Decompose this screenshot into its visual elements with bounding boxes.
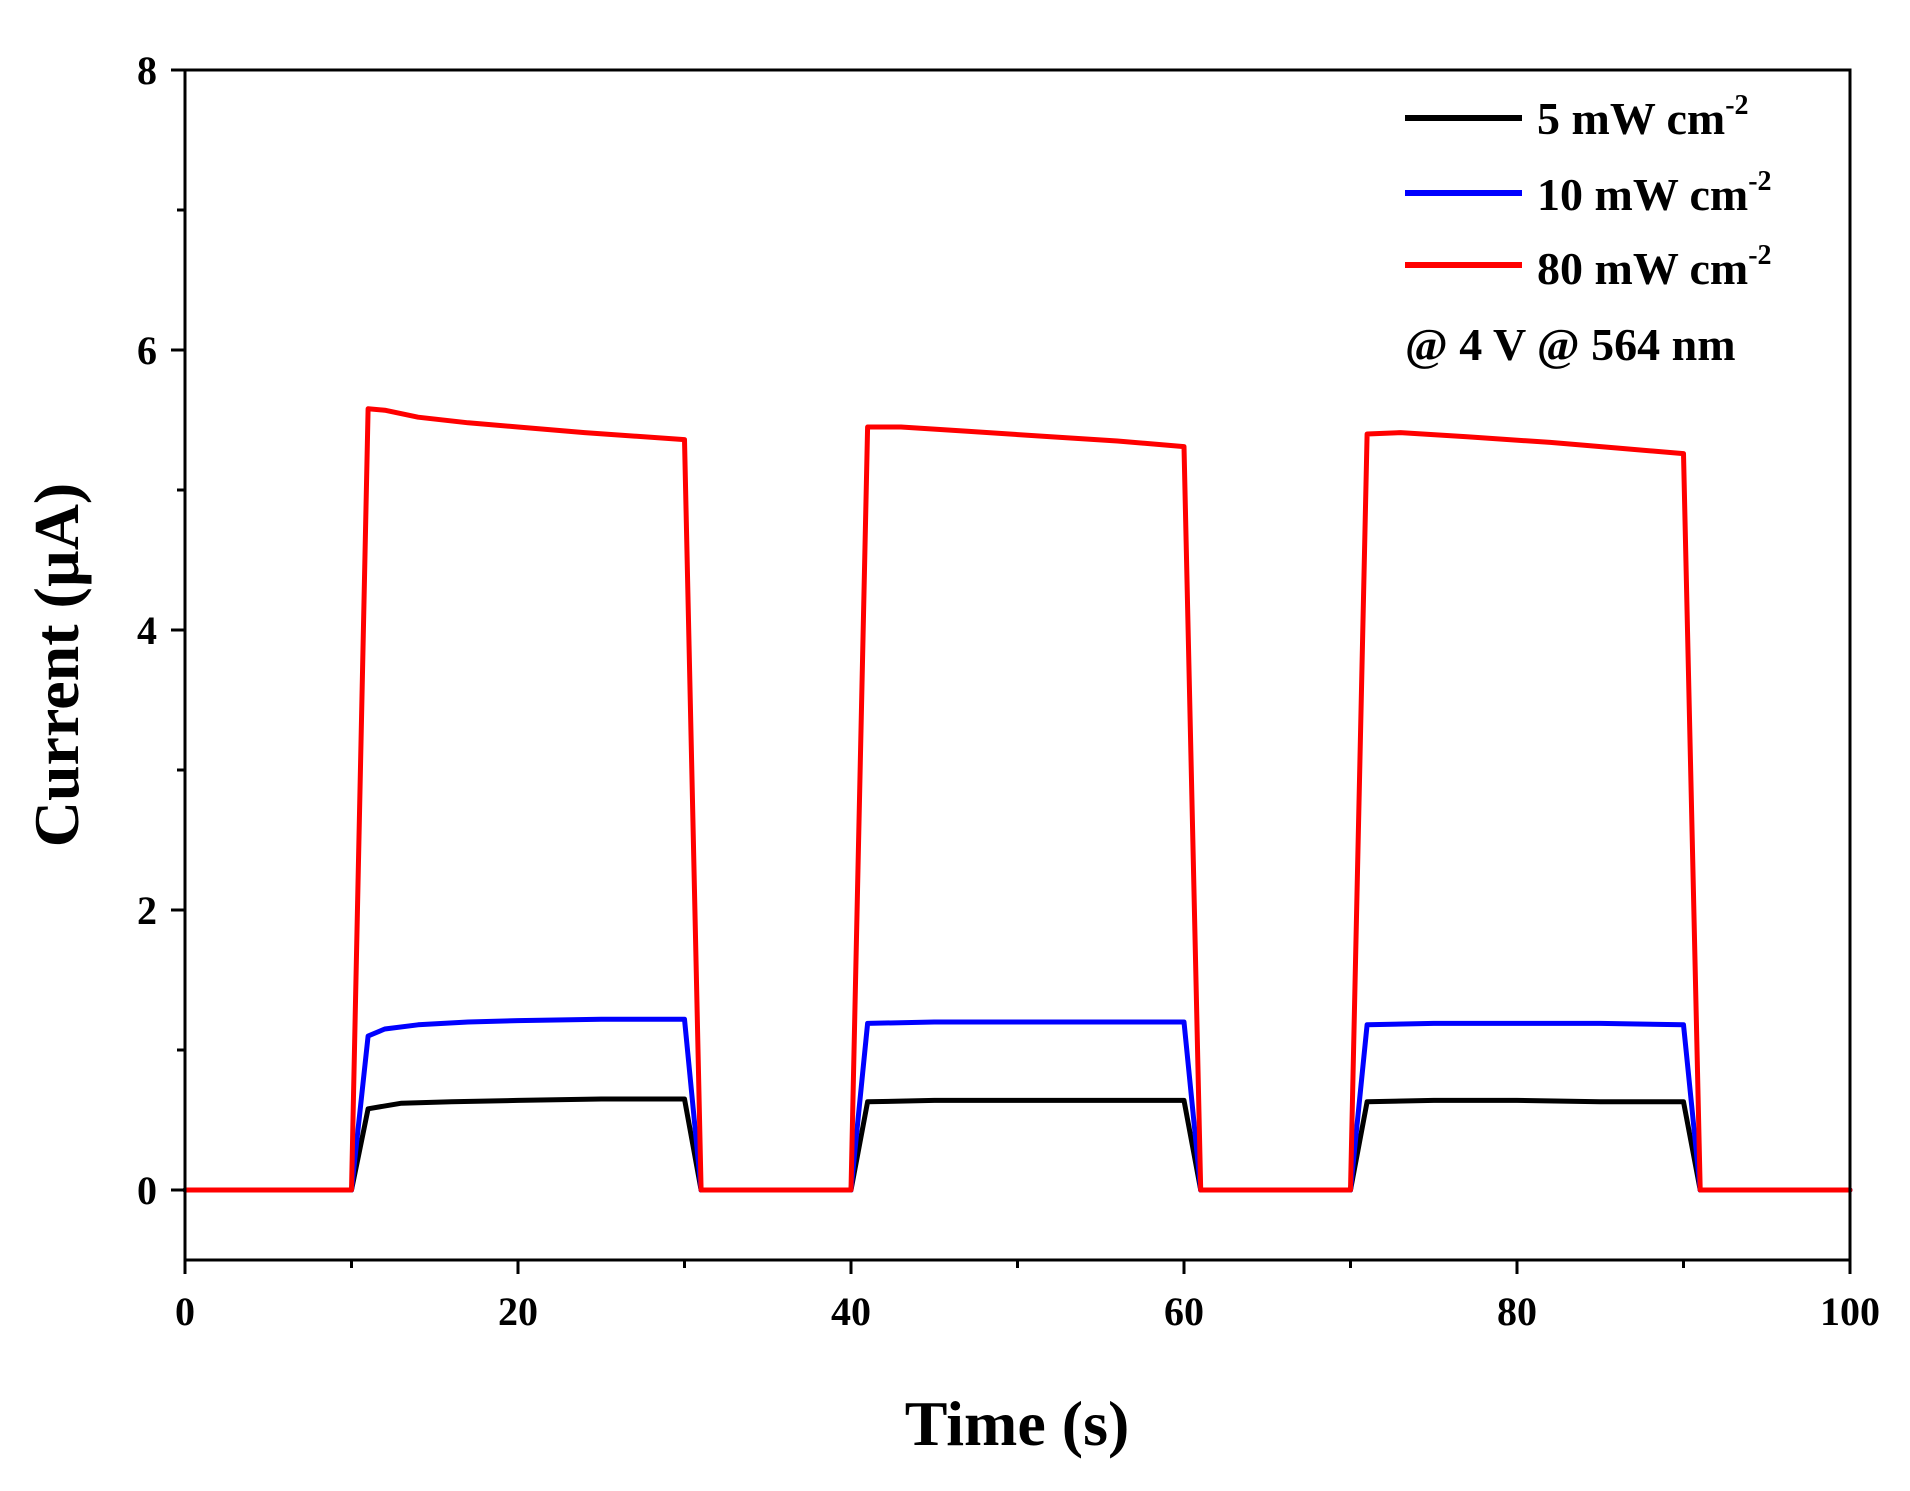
x-tick-label: 100 [1820, 1289, 1880, 1334]
series-line-3 [182, 406, 1853, 1193]
legend-label-10mw-sup: -2 [1748, 166, 1771, 197]
tick-labels-group: 0 20 40 60 80 100 0 2 4 6 8 [137, 48, 1880, 1334]
series-group [182, 406, 1853, 1193]
legend-label-10mw-main: 10 mW cm [1537, 169, 1748, 220]
legend: 5 mW cm-2 10 mW cm-2 80 mW cm-2 @ 4 V @ … [1405, 90, 1772, 370]
y-tick-label: 2 [137, 888, 157, 933]
x-tick-label: 0 [175, 1289, 195, 1334]
legend-label-5mw-main: 5 mW cm [1537, 93, 1725, 144]
x-tick-label: 60 [1164, 1289, 1204, 1334]
x-tick-label: 40 [831, 1289, 871, 1334]
y-tick-label: 4 [137, 608, 157, 653]
series-line-1 [182, 1096, 1853, 1193]
x-tick-label: 20 [498, 1289, 538, 1334]
y-tick-label: 6 [137, 328, 157, 373]
legend-label-5mw: 5 mW cm-2 [1537, 90, 1749, 144]
y-tick-label: 8 [137, 48, 157, 93]
condition-annotation: @ 4 V @ 564 nm [1405, 319, 1736, 370]
legend-label-80mw-main: 80 mW cm [1537, 243, 1748, 294]
x-axis-title: Time (s) [905, 1388, 1130, 1459]
ticks-group [171, 68, 1852, 1274]
x-tick-label: 80 [1497, 1289, 1537, 1334]
legend-label-80mw: 80 mW cm-2 [1537, 240, 1772, 294]
y-tick-label: 0 [137, 1168, 157, 1213]
series-line-2 [182, 1016, 1853, 1193]
legend-label-5mw-sup: -2 [1725, 90, 1748, 121]
legend-label-80mw-sup: -2 [1748, 240, 1771, 271]
legend-label-10mw: 10 mW cm-2 [1537, 166, 1772, 220]
y-axis-title: Current (µA) [21, 483, 92, 848]
